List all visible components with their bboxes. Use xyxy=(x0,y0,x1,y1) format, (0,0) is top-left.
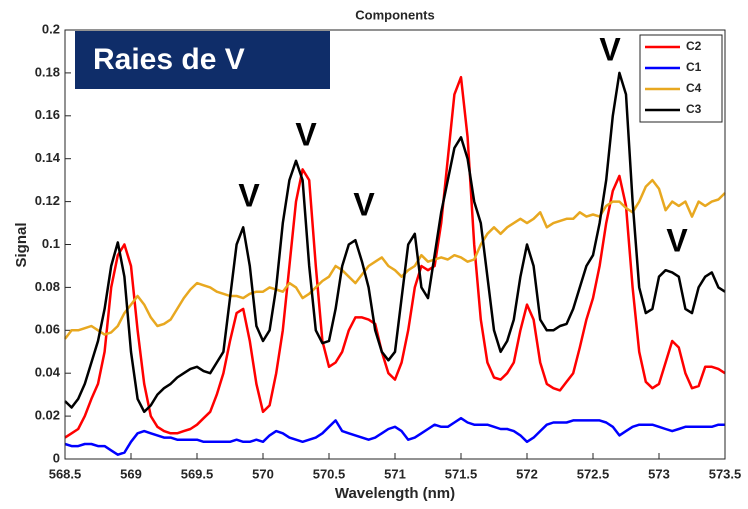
y-tick-label: 0.14 xyxy=(35,150,61,165)
x-axis-label: Wavelength (nm) xyxy=(335,485,455,502)
y-tick-label: 0.12 xyxy=(35,193,60,208)
y-tick-label: 0.08 xyxy=(35,279,60,294)
x-tick-label: 569.5 xyxy=(181,466,214,481)
y-tick-label: 0 xyxy=(53,450,60,465)
line-series xyxy=(64,75,726,439)
x-tick-label: 572.5 xyxy=(577,466,610,481)
x-tick-label: 573 xyxy=(648,466,670,481)
line-series xyxy=(64,71,726,414)
x-tick-label: 570 xyxy=(252,466,274,481)
y-tick-label: 0.16 xyxy=(35,107,60,122)
x-tick-label: 572 xyxy=(516,466,538,481)
y-axis-label: Signal xyxy=(13,222,30,267)
legend-label: C2 xyxy=(686,39,702,53)
x-tick-label: 569 xyxy=(120,466,142,481)
x-tick-label: 571.5 xyxy=(445,466,478,481)
plot-frame xyxy=(64,29,726,460)
legend-label: C3 xyxy=(686,102,702,116)
line-series xyxy=(64,416,725,456)
annotation: V xyxy=(295,116,317,152)
annotation: Raies de V xyxy=(93,43,245,76)
line-series xyxy=(64,178,726,340)
y-tick-label: 0.2 xyxy=(42,21,60,36)
x-tick-label: 571 xyxy=(384,466,406,481)
legend-box xyxy=(639,34,723,123)
y-tick-label: 0.04 xyxy=(35,365,61,380)
chart-title: Components xyxy=(355,7,434,22)
annotation-box xyxy=(75,31,330,89)
annotation: V xyxy=(238,177,260,213)
annotation: V xyxy=(666,222,688,258)
x-tick-label: 568.5 xyxy=(49,466,82,481)
y-tick-label: 0.1 xyxy=(42,236,60,251)
annotation: V xyxy=(599,31,621,67)
y-tick-label: 0.06 xyxy=(35,322,60,337)
y-tick-label: 0.18 xyxy=(35,64,60,79)
x-tick-label: 573.5 xyxy=(709,466,742,481)
legend-label: C1 xyxy=(686,60,702,74)
annotation: V xyxy=(353,186,375,222)
y-tick-label: 0.02 xyxy=(35,408,60,423)
x-tick-label: 570.5 xyxy=(313,466,346,481)
legend-label: C4 xyxy=(686,81,702,95)
